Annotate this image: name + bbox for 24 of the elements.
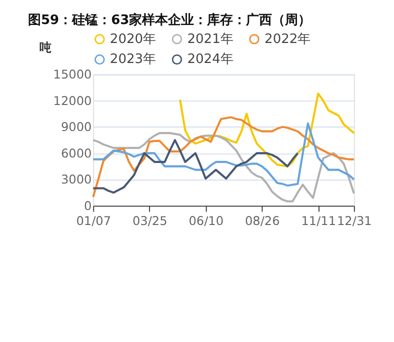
line-series: [179, 92, 355, 168]
legend-label: 2023年: [110, 52, 156, 68]
legend-label: 2021年: [187, 32, 234, 47]
x-tick-label: 03/25: [132, 214, 168, 228]
y-tick-label: 15000: [53, 68, 92, 82]
legend-label: 2024年: [187, 52, 234, 68]
x-tick-label: 08/26: [244, 214, 280, 228]
x-tick-label: 06/10: [188, 214, 224, 228]
legend-label: 2022年: [264, 32, 311, 47]
y-tick-label: 12000: [53, 94, 92, 108]
chart-title: 图59：硅锰：63家样本企业：库存：广西（周）: [28, 12, 312, 28]
y-tick-label: 6000: [60, 146, 92, 160]
y-tick-label: 9000: [60, 120, 92, 134]
line-series: [92, 122, 355, 187]
y-tick-label: 3000: [60, 172, 92, 187]
x-tick-label: 12/31: [336, 214, 372, 228]
line-series: [92, 139, 299, 194]
legend-label: 2020年: [110, 32, 156, 47]
x-tick-label: 01/07: [76, 214, 112, 228]
x-tick-label: 11/11: [301, 214, 336, 228]
line-series: [92, 132, 355, 202]
y-tick-label: 0: [84, 198, 92, 213]
y-axis-title: 吨: [40, 40, 52, 55]
line-series: [92, 116, 355, 198]
